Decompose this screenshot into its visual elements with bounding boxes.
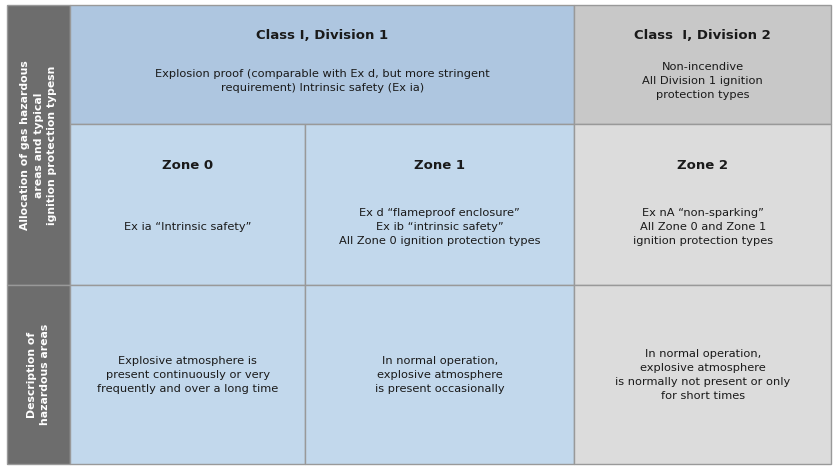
Text: In normal operation,
explosive atmosphere
is normally not present or only
for sh: In normal operation, explosive atmospher… bbox=[615, 349, 790, 401]
Text: Zone 0: Zone 0 bbox=[163, 160, 214, 173]
Text: Ex ia “Intrinsic safety”: Ex ia “Intrinsic safety” bbox=[124, 222, 251, 232]
Bar bbox=[305, 285, 574, 464]
Bar bbox=[70, 124, 305, 285]
Text: Explosive atmosphere is
present continuously or very
frequently and over a long : Explosive atmosphere is present continuo… bbox=[97, 356, 278, 394]
Text: Explosion proof (comparable with Ex d, but more stringent
requirement) Intrinsic: Explosion proof (comparable with Ex d, b… bbox=[155, 69, 489, 93]
Bar bbox=[305, 124, 574, 285]
Text: Zone 1: Zone 1 bbox=[414, 160, 465, 173]
Text: Class I, Division 1: Class I, Division 1 bbox=[256, 29, 389, 42]
Bar bbox=[70, 5, 574, 124]
Bar bbox=[574, 124, 831, 285]
Bar bbox=[7, 5, 70, 285]
Text: Ex nA “non-sparking”
All Zone 0 and Zone 1
ignition protection types: Ex nA “non-sparking” All Zone 0 and Zone… bbox=[633, 208, 773, 246]
Text: Zone 2: Zone 2 bbox=[677, 160, 728, 173]
Text: Description of
hazardous areas: Description of hazardous areas bbox=[27, 324, 50, 425]
Bar bbox=[574, 285, 831, 464]
Bar bbox=[574, 5, 831, 124]
Text: In normal operation,
explosive atmosphere
is present occasionally: In normal operation, explosive atmospher… bbox=[375, 356, 504, 394]
Bar bbox=[70, 285, 305, 464]
Text: Ex d “flameproof enclosure”
Ex ib “intrinsic safety”
All Zone 0 ignition protect: Ex d “flameproof enclosure” Ex ib “intri… bbox=[339, 208, 541, 246]
Text: Class  I, Division 2: Class I, Division 2 bbox=[634, 29, 771, 42]
Text: Non-incendive
All Division 1 ignition
protection types: Non-incendive All Division 1 ignition pr… bbox=[643, 62, 763, 100]
Text: Allocation of gas hazardous
areas and typical
ignition protection typesn: Allocation of gas hazardous areas and ty… bbox=[20, 60, 57, 230]
Bar bbox=[7, 285, 70, 464]
